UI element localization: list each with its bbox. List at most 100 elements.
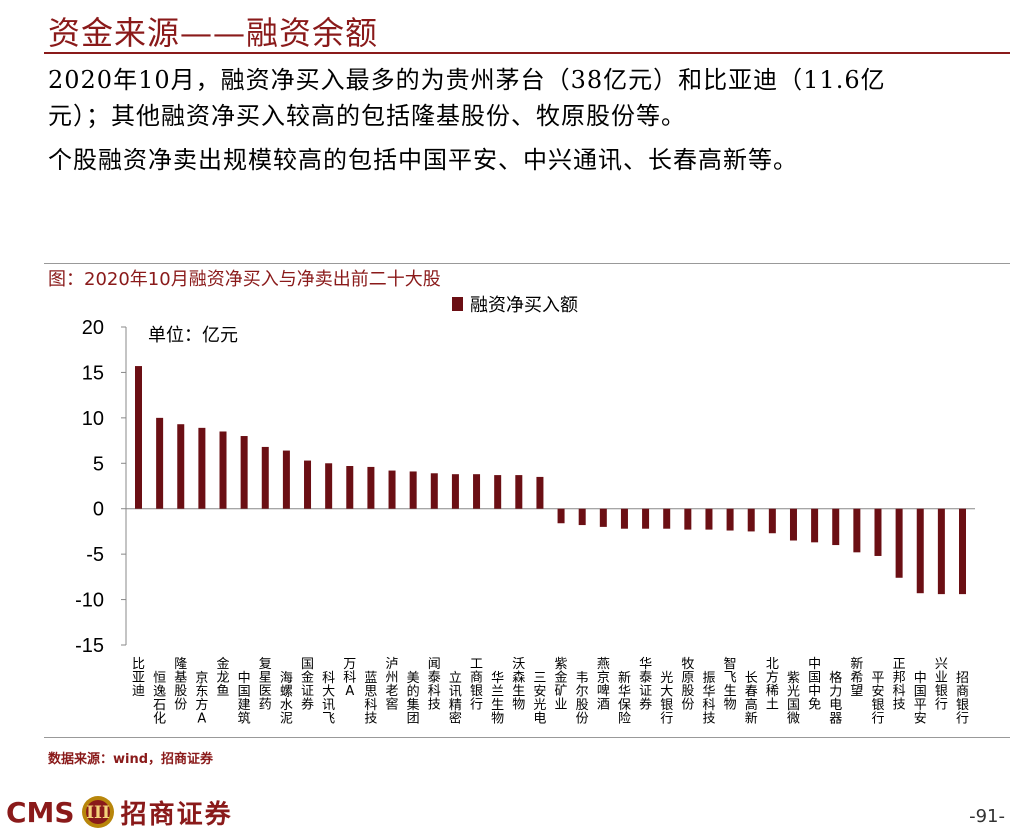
bar bbox=[536, 476, 544, 509]
bar bbox=[346, 466, 354, 509]
x-tick-label: 兴业银行 bbox=[935, 657, 948, 713]
x-tick-label: 海螺水泥 bbox=[280, 671, 293, 727]
bar bbox=[388, 470, 396, 509]
y-tick-label: -15 bbox=[75, 635, 104, 657]
x-tick-label: 平安银行 bbox=[871, 671, 884, 727]
x-tick-label: 金龙鱼 bbox=[217, 656, 230, 699]
bar bbox=[916, 508, 924, 594]
bar bbox=[747, 508, 755, 532]
bar bbox=[599, 508, 607, 527]
y-tick-label: 0 bbox=[93, 499, 104, 521]
x-tick-label: 万科 A bbox=[343, 657, 356, 699]
bar bbox=[367, 466, 375, 509]
logo-cms-text: CMS bbox=[6, 795, 75, 829]
x-tick-label: 工商银行 bbox=[470, 657, 483, 713]
bar bbox=[789, 508, 797, 541]
x-tick-label: 韦尔股份 bbox=[576, 671, 589, 727]
x-tick-label: 闻泰科技 bbox=[428, 657, 441, 713]
bar bbox=[832, 508, 840, 546]
legend-label: 融资净买入额 bbox=[470, 295, 578, 316]
bar bbox=[451, 474, 459, 509]
y-tick-label: 5 bbox=[93, 453, 104, 475]
bar bbox=[494, 475, 502, 509]
bar bbox=[768, 508, 776, 534]
x-tick-label: 中国中免 bbox=[808, 657, 821, 713]
x-tick-label: 振华科技 bbox=[702, 671, 715, 727]
logo-chinese-text: 招商证券 bbox=[120, 799, 233, 830]
x-tick-label: 三安光电 bbox=[533, 671, 546, 727]
bar bbox=[430, 473, 438, 509]
bar bbox=[642, 508, 650, 529]
bar bbox=[959, 508, 966, 595]
bar bbox=[895, 508, 903, 578]
x-tick-label: 隆基股份 bbox=[174, 657, 187, 713]
x-tick-label: 格力电器 bbox=[829, 670, 842, 727]
x-tick-label: 紫金矿业 bbox=[555, 657, 568, 713]
bar bbox=[177, 424, 185, 509]
y-tick-label: 10 bbox=[82, 408, 104, 430]
x-tick-label: 招商银行 bbox=[956, 671, 969, 727]
svg-text:III: III bbox=[86, 803, 110, 823]
y-tick-label: 15 bbox=[82, 362, 104, 384]
company-logo: CMS III 招商证券 bbox=[6, 794, 233, 830]
bar bbox=[198, 427, 206, 509]
title-divider bbox=[44, 52, 1010, 54]
bar bbox=[261, 446, 269, 509]
logo-emblem-icon: III bbox=[81, 796, 114, 828]
x-tick-label: 泸州老窖 bbox=[386, 657, 399, 713]
bar bbox=[409, 471, 417, 509]
bar bbox=[811, 508, 819, 543]
bar bbox=[705, 508, 713, 530]
x-tick-label: 紫光国微 bbox=[787, 671, 800, 727]
bar bbox=[620, 508, 628, 529]
x-tick-label: 牧原股份 bbox=[681, 657, 694, 713]
bar bbox=[578, 508, 586, 526]
figure-source: 数据来源：wind，招商证券 bbox=[48, 752, 214, 767]
x-tick-label: 比亚迪 bbox=[132, 657, 145, 699]
bar bbox=[135, 366, 142, 509]
x-tick-label: 燕京啤酒 bbox=[597, 657, 610, 713]
x-tick-label: 新华保险 bbox=[618, 670, 631, 727]
figure-title: 图：2020年10月融资净买入与净卖出前二十大股 bbox=[48, 269, 441, 290]
bar bbox=[663, 508, 671, 529]
x-tick-label: 智飞生物 bbox=[724, 657, 737, 713]
bar bbox=[156, 417, 164, 509]
x-tick-label: 北方稀土 bbox=[766, 657, 779, 713]
bar bbox=[304, 460, 312, 509]
page-number: -91- bbox=[969, 806, 1005, 827]
y-tick-label: 20 bbox=[82, 317, 104, 339]
x-tick-label: 长春高新 bbox=[745, 671, 758, 727]
x-tick-label: 沃森生物 bbox=[512, 657, 525, 713]
summary-paragraph-line2: 元）；其他融资净买入较高的包括隆基股份、牧原股份等。 bbox=[48, 102, 686, 130]
x-tick-label: 华泰证券 bbox=[639, 657, 652, 713]
summary-paragraph-2: 个股融资净卖出规模较高的包括中国平安、中兴通讯、长春高新等。 bbox=[48, 146, 798, 174]
x-tick-label: 复星医药 bbox=[259, 657, 272, 713]
bar bbox=[473, 474, 481, 509]
x-tick-label: 中国建筑 bbox=[238, 671, 251, 727]
unit-label: 单位：亿元 bbox=[148, 325, 238, 346]
x-tick-label: 美的集团 bbox=[407, 671, 420, 727]
bar-chart: 20 15 10 5 0 -5 -10 -15 单位：亿元 融资净买入额比亚迪恒逸石化隆基股份京东… bbox=[75, 295, 975, 727]
x-tick-label: 蓝思科技 bbox=[364, 671, 377, 727]
figure-bottom-rule bbox=[44, 737, 1010, 738]
bar bbox=[515, 475, 523, 509]
x-tick-label: 新希望 bbox=[850, 656, 863, 699]
x-tick-label: 立讯精密 bbox=[449, 671, 462, 727]
bar bbox=[240, 436, 248, 509]
y-tick-label: -10 bbox=[75, 590, 104, 612]
x-tick-label: 光大银行 bbox=[660, 671, 673, 727]
x-tick-label: 正邦科技 bbox=[893, 657, 906, 713]
x-tick-label: 中国平安 bbox=[914, 671, 927, 727]
x-tick-label: 科大讯飞 bbox=[322, 671, 335, 727]
y-tick-label: -5 bbox=[86, 544, 104, 566]
bar bbox=[219, 431, 227, 509]
x-tick-label: 国金证券 bbox=[301, 657, 314, 713]
summary-paragraph-line1: 2020年10月，融资净买入最多的为贵州茅台（38亿元）和比亚迪（11.6亿 bbox=[48, 66, 886, 94]
legend-swatch bbox=[452, 297, 463, 311]
bar bbox=[853, 508, 861, 553]
bar bbox=[937, 508, 945, 595]
bar bbox=[325, 463, 333, 509]
x-tick-label: 华兰生物 bbox=[491, 671, 504, 727]
bar bbox=[684, 508, 692, 530]
bar bbox=[557, 508, 565, 524]
